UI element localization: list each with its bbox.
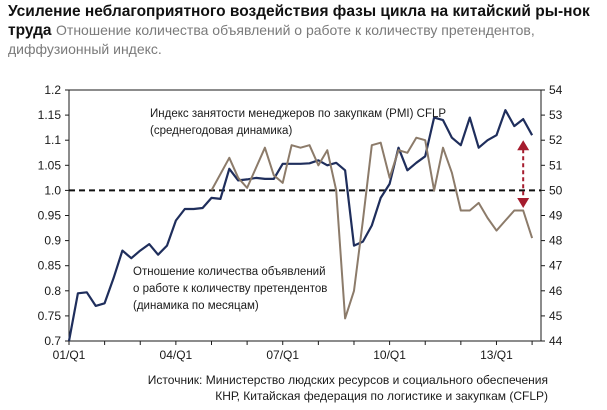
arrow-head-up <box>517 140 530 151</box>
left-tick-label: 1.1 <box>44 133 61 147</box>
right-tick-label: 46 <box>549 284 563 298</box>
right-tick-label: 49 <box>549 209 563 223</box>
right-tick-label: 51 <box>549 158 563 172</box>
left-tick-label: 1.0 <box>44 183 61 197</box>
right-tick-label: 53 <box>549 108 563 122</box>
series-line-vacancy-ratio <box>67 108 534 342</box>
left-tick-label: 0.75 <box>38 309 62 323</box>
left-axis-ticks: 0.7 0.75 0.8 0.85 0.9 0.95 1.0 1.05 1.1 1.15 1.2 <box>38 83 69 348</box>
series-line-pmi <box>210 136 534 320</box>
series-layer <box>67 108 534 342</box>
chart-title: Усиление неблагоприятного воздействия фа… <box>8 3 590 39</box>
right-axis-ticks: 44 45 46 47 48 49 50 51 52 53 54 <box>541 83 563 348</box>
chart-header: Усиление неблагоприятного воздействия фа… <box>8 2 602 59</box>
left-tick-label: 1.2 <box>44 83 61 97</box>
right-tick-label: 44 <box>549 334 563 348</box>
source-line-2: КНР, Китайская федерация по логистике и … <box>215 389 548 403</box>
right-tick-label: 48 <box>549 234 563 248</box>
annotation-ratio-line2: о работе к количеству претендентов <box>133 283 327 295</box>
right-tick-label: 50 <box>549 183 563 197</box>
right-tick-label: 45 <box>549 309 563 323</box>
left-tick-label: 0.85 <box>38 259 62 273</box>
left-tick-label: 0.8 <box>44 284 61 298</box>
annotation-ratio-line1: Отношение количества объявлений <box>133 266 326 278</box>
right-tick-label: 47 <box>549 259 563 273</box>
annotation-ratio-line3: (динамика по месяцам) <box>133 300 259 312</box>
x-tick-label: 13/Q1 <box>480 348 513 362</box>
plot-frame <box>68 89 542 342</box>
annotation-pmi-line2: (среднегодовая динамика) <box>150 125 292 137</box>
source-line-1: Источник: Министерство людских ресурсов … <box>147 373 548 387</box>
left-tick-label: 1.05 <box>38 158 62 172</box>
arrow-head-down <box>517 197 530 208</box>
right-tick-label: 54 <box>549 83 563 97</box>
double-arrow-marker <box>517 140 530 208</box>
source-note: Источник: Министерство людских ресурсов … <box>0 372 548 404</box>
dual-axis-line-chart: 0.7 0.75 0.8 0.85 0.9 0.95 1.0 1.05 1.1 1.15 1.2 4… <box>38 83 563 362</box>
x-tick-label: 10/Q1 <box>373 348 406 362</box>
chart-subtitle: Отношение количества объявлений о работе… <box>8 22 535 57</box>
left-tick-label: 0.7 <box>44 334 61 348</box>
left-tick-label: 1.15 <box>38 108 62 122</box>
right-tick-label: 52 <box>549 133 563 147</box>
x-tick-label: 07/Q1 <box>266 348 299 362</box>
x-axis-ticks: 01/Q1 04/Q1 07/Q1 10/Q1 13/Q1 <box>53 341 533 362</box>
left-tick-label: 0.9 <box>44 234 61 248</box>
x-tick-label: 04/Q1 <box>160 348 193 362</box>
left-tick-label: 0.95 <box>38 209 62 223</box>
x-tick-label: 01/Q1 <box>53 348 86 362</box>
annotation-pmi-line1: Индекс занятости менеджеров по закупкам … <box>150 108 446 120</box>
